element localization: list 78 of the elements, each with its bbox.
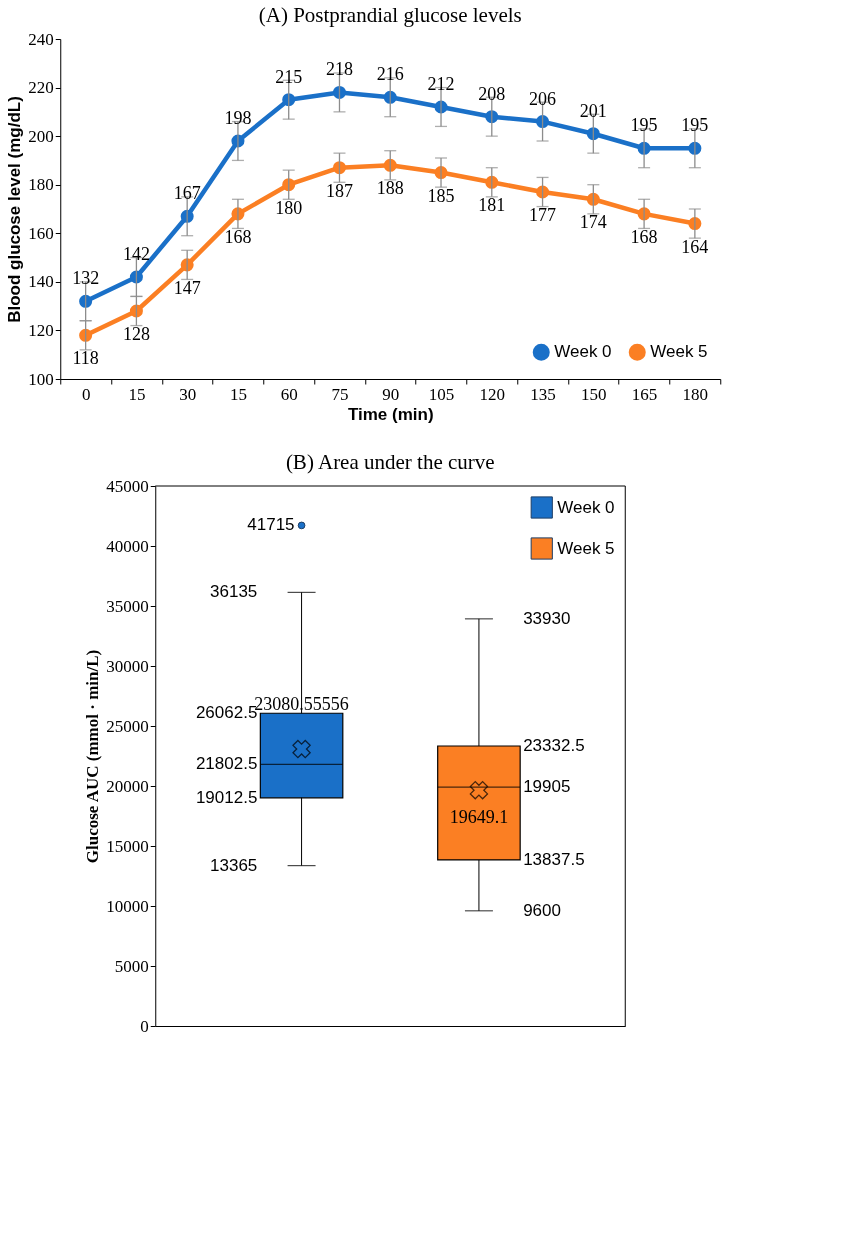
x-tick-label: 30: [179, 384, 197, 404]
annotation: 13365: [210, 855, 258, 875]
annotation: 21802.5: [195, 754, 258, 774]
x-tick-label: 60: [280, 384, 298, 404]
data-label: 118: [72, 348, 99, 369]
y-axis-title: Glucose AUC (mmol · min/L): [83, 649, 103, 864]
y-tick-label: 20000: [106, 776, 149, 796]
annotation: 23332.5: [523, 736, 585, 756]
x-tick-label: 75: [331, 384, 349, 404]
y-tick-label: 5000: [114, 956, 149, 976]
y-tick-label: 120: [28, 320, 54, 340]
y-tick-label: 40000: [106, 536, 149, 556]
data-label: 195: [630, 115, 658, 136]
data-label: 195: [681, 115, 709, 136]
y-tick-label: 160: [28, 223, 54, 243]
x-tick-label: 180: [682, 384, 709, 404]
x-tick-label: 15: [128, 384, 146, 404]
annotation: 19905: [523, 777, 571, 797]
legend-label: Week 5: [650, 342, 708, 362]
x-axis-title: Time (min): [347, 404, 434, 424]
data-label: 168: [224, 226, 252, 247]
x-tick-label: 165: [631, 384, 658, 404]
data-label: 168: [630, 226, 658, 247]
x-tick-label: 135: [530, 384, 556, 404]
y-tick-label: 30000: [106, 656, 149, 676]
x-tick-label: 105: [428, 384, 455, 404]
annotation: 41715: [247, 515, 295, 535]
y-tick-label: 140: [28, 272, 54, 292]
y-tick-label: 25000: [106, 716, 149, 736]
data-label: 188: [376, 178, 404, 199]
annotation: 19649.1: [449, 807, 509, 828]
y-tick-label: 100: [28, 369, 54, 389]
y-tick-label: 15000: [106, 836, 149, 856]
chart-title: (A) Postprandial glucose levels: [258, 3, 522, 27]
data-label: 177: [529, 205, 557, 225]
legend-label: Week 0: [557, 497, 615, 517]
y-tick-label: 35000: [106, 596, 149, 616]
data-label: 174: [579, 212, 607, 233]
x-tick-label: 15: [229, 384, 247, 404]
data-label: 208: [478, 83, 506, 104]
data-label: 212: [427, 74, 455, 94]
annotation: 19012.5: [195, 787, 258, 807]
data-label: 132: [72, 268, 100, 289]
legend-label: Week 5: [557, 538, 615, 558]
x-tick-label: 120: [479, 384, 506, 404]
x-tick-label: 0: [81, 384, 91, 404]
data-label: 180: [275, 197, 303, 218]
data-label: 206: [529, 88, 557, 109]
chart-title: (B) Area under the curve: [285, 450, 495, 474]
y-tick-label: 10000: [106, 896, 149, 916]
data-label: 128: [122, 324, 150, 344]
annotation: 13837.5: [523, 849, 585, 869]
data-label: 181: [478, 195, 506, 216]
annotation: 36135: [210, 582, 258, 602]
data-label: 185: [427, 185, 455, 206]
legend-label: Week 0: [554, 342, 612, 362]
annotation: 33930: [523, 608, 571, 628]
y-tick-label: 0: [140, 1016, 149, 1036]
x-tick-label: 90: [382, 384, 400, 404]
data-label: 147: [173, 277, 201, 298]
data-label: 167: [173, 183, 201, 204]
y-tick-label: 180: [28, 175, 54, 195]
y-tick-label: 220: [28, 78, 54, 98]
point: [536, 115, 550, 129]
data-label: 201: [579, 100, 607, 121]
data-label: 198: [224, 108, 252, 128]
data-label: 216: [376, 64, 404, 85]
y-tick-label: 45000: [106, 476, 149, 496]
annotation: 9600: [523, 900, 561, 920]
data-label: 215: [275, 66, 303, 87]
data-label: 142: [122, 244, 150, 264]
y-tick-label: 200: [28, 126, 54, 146]
data-label: 164: [681, 236, 709, 257]
y-axis-title: Blood glucose level (mg/dL): [5, 96, 25, 323]
data-label: 218: [325, 59, 353, 80]
data-label: 187: [325, 180, 353, 201]
y-tick-label: 240: [28, 29, 54, 49]
x-tick-label: 150: [581, 384, 607, 404]
